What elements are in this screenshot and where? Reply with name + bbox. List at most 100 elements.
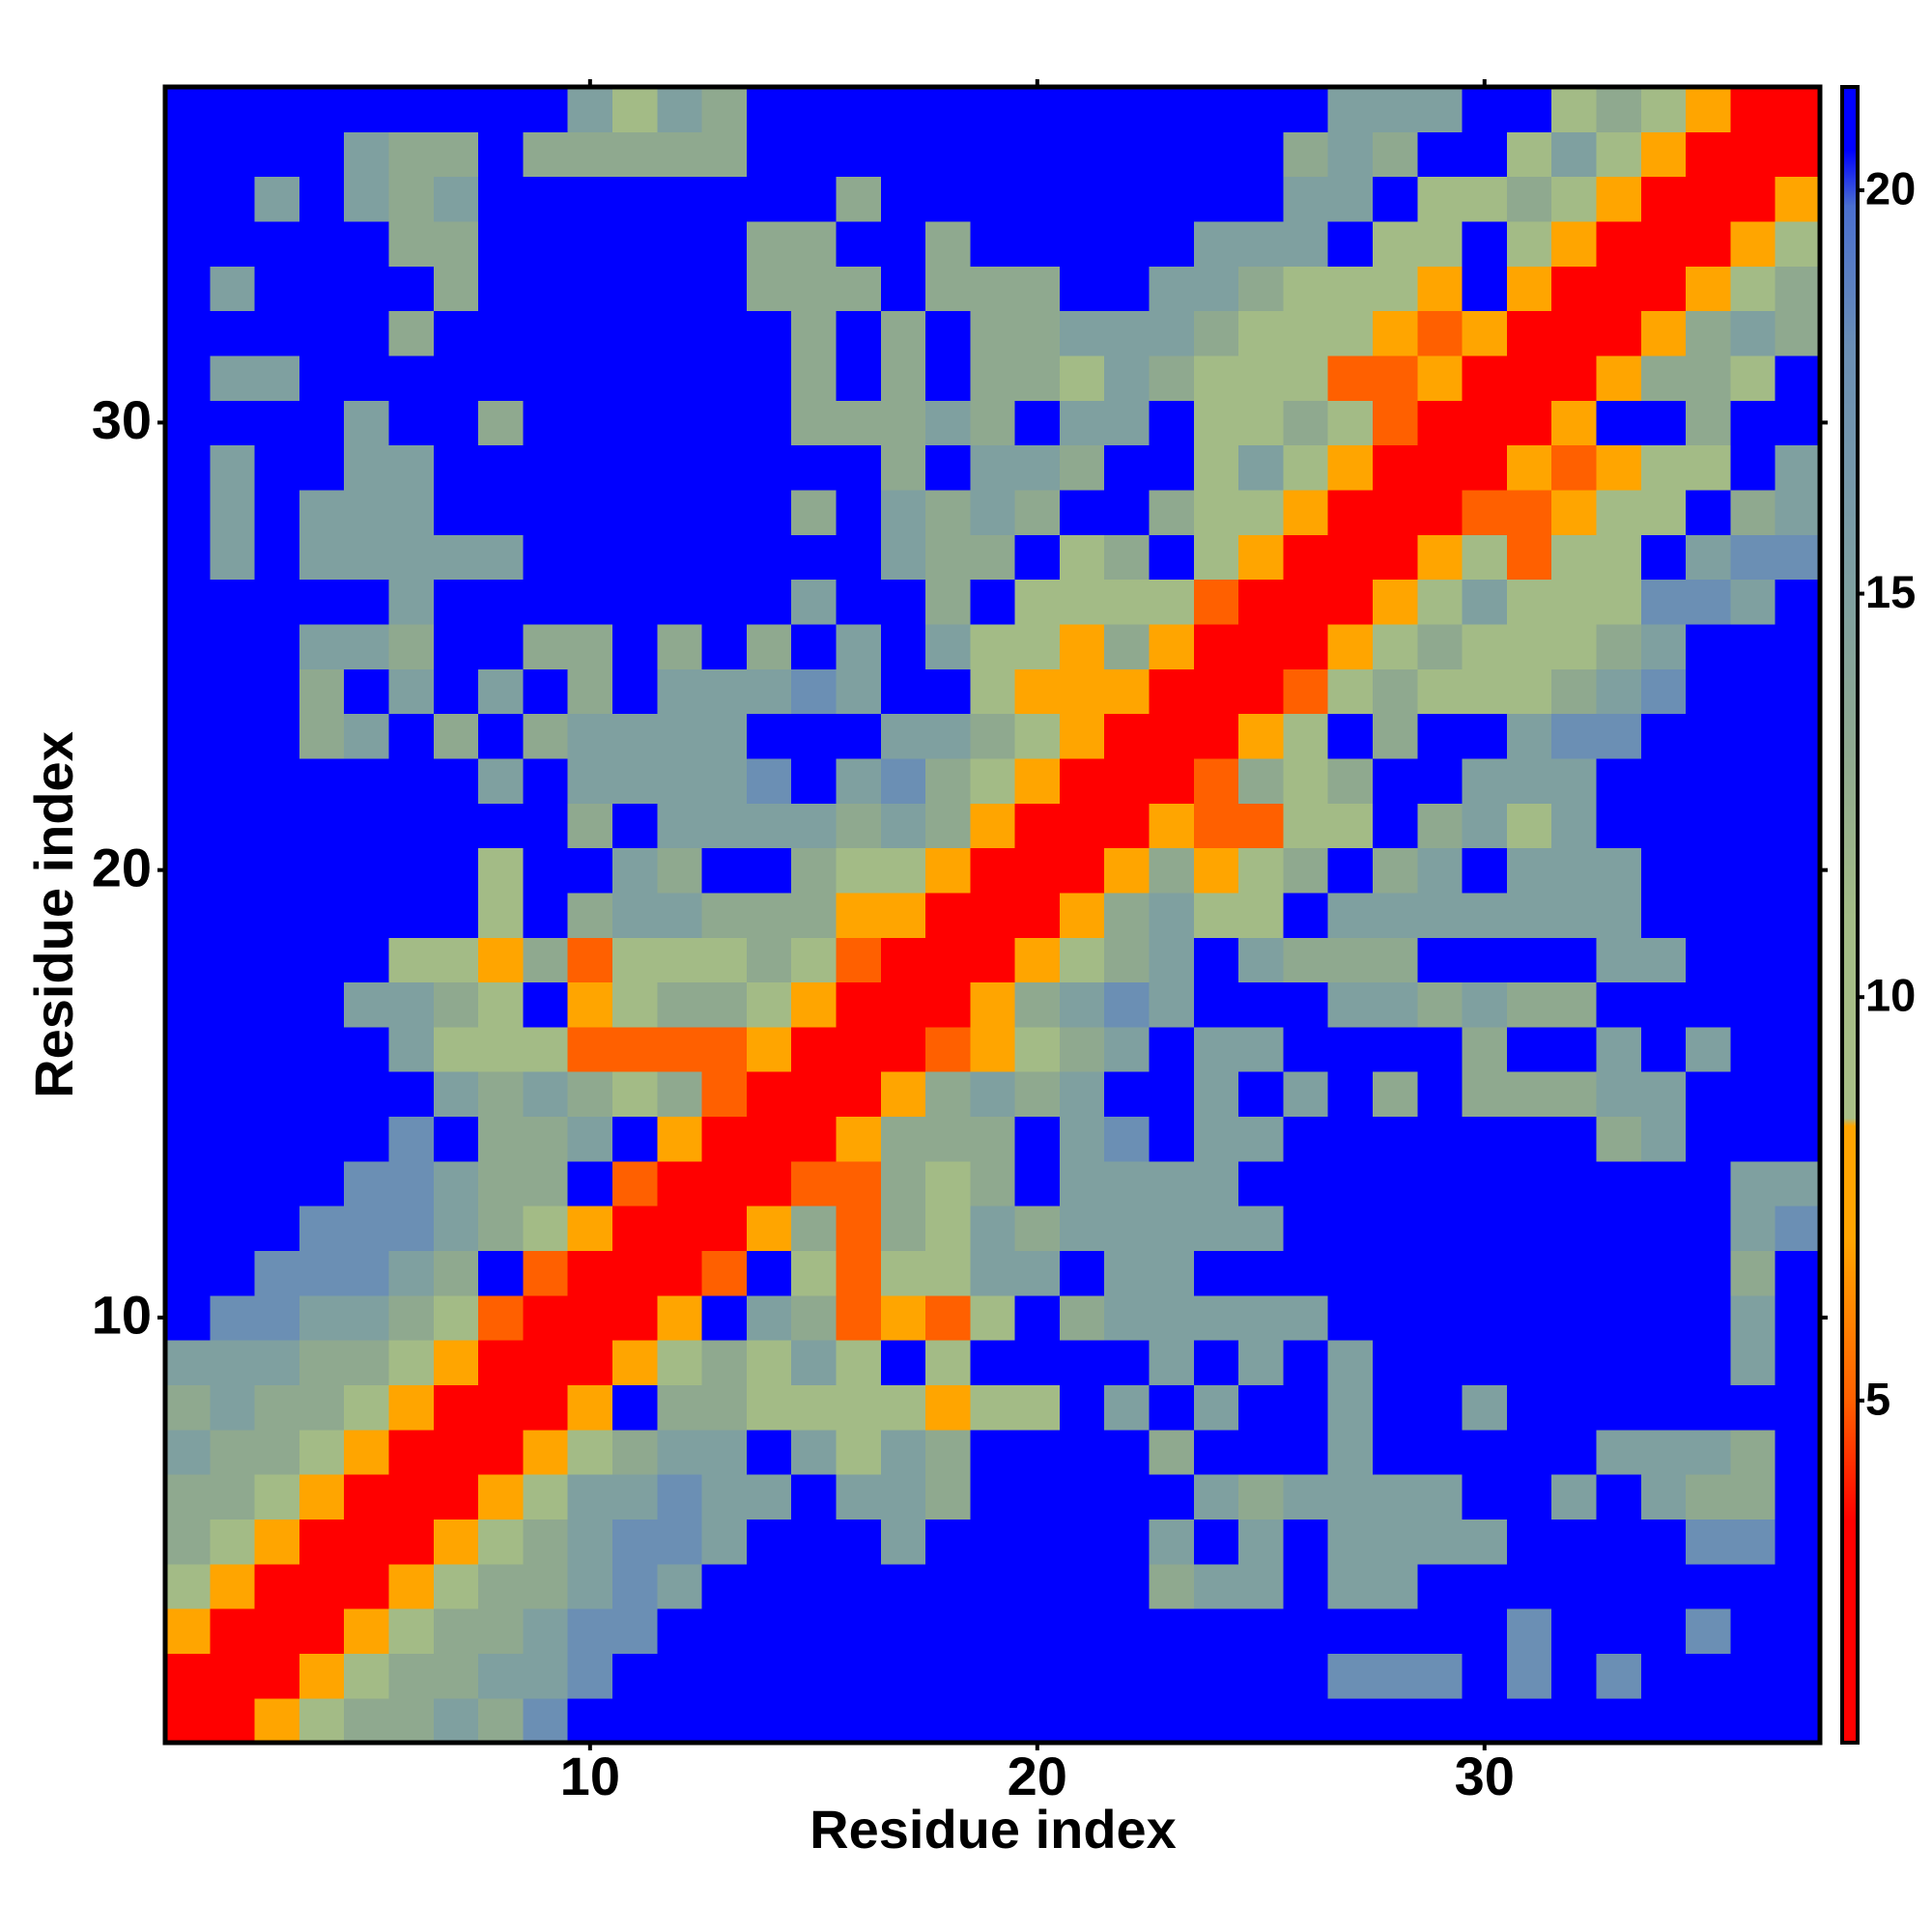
heatmap-cell	[1104, 534, 1151, 581]
heatmap-cell	[1596, 937, 1642, 983]
heatmap-cell	[657, 400, 703, 446]
heatmap-cell	[1730, 1384, 1776, 1431]
heatmap-cell	[1059, 1474, 1105, 1520]
heatmap-cell	[1775, 87, 1821, 132]
heatmap-cell	[1417, 176, 1463, 222]
heatmap-cell	[925, 444, 971, 491]
heatmap-cell	[611, 757, 658, 804]
heatmap-cell	[1462, 668, 1508, 715]
heatmap-cell	[1417, 1250, 1463, 1296]
heatmap-cell	[1193, 1026, 1239, 1072]
heatmap-cell	[254, 489, 300, 535]
heatmap-cell	[970, 220, 1016, 267]
heatmap-cell	[611, 131, 658, 178]
heatmap-cell	[1283, 131, 1329, 178]
heatmap-cell	[657, 803, 703, 849]
heatmap-cell	[523, 1519, 569, 1565]
heatmap-cell	[1283, 1206, 1329, 1252]
heatmap-cell	[1417, 1160, 1463, 1207]
heatmap-cell	[1730, 1474, 1776, 1520]
heatmap-cell	[1014, 1206, 1061, 1252]
heatmap-cell	[1640, 1116, 1687, 1162]
heatmap-cell	[1193, 1294, 1239, 1341]
heatmap-cell	[1506, 444, 1552, 491]
heatmap-cell	[388, 1474, 435, 1520]
heatmap-cell	[925, 713, 971, 759]
heatmap-cell	[1775, 668, 1821, 715]
heatmap-cell	[1506, 489, 1552, 535]
heatmap-cell	[1775, 176, 1821, 222]
heatmap-cell	[970, 355, 1016, 401]
heatmap-cell	[836, 131, 882, 178]
heatmap-cell	[1238, 87, 1285, 132]
heatmap-cell	[1640, 579, 1687, 625]
heatmap-cell	[1149, 1026, 1195, 1072]
heatmap-cell	[1059, 489, 1105, 535]
heatmap-cell	[1551, 1697, 1598, 1744]
heatmap-cell	[1551, 489, 1598, 535]
heatmap-cell	[210, 579, 256, 625]
heatmap-cell	[1640, 1563, 1687, 1609]
heatmap-cell	[254, 847, 300, 894]
heatmap-cell	[210, 892, 256, 938]
heatmap-cell	[1327, 444, 1374, 491]
heatmap-cell	[1104, 266, 1151, 312]
heatmap-cell	[298, 623, 345, 669]
heatmap-cell	[567, 1563, 613, 1609]
heatmap-cell	[701, 1250, 748, 1296]
heatmap-cell	[523, 220, 569, 267]
heatmap-cell	[1462, 981, 1508, 1028]
heatmap-cell	[701, 1429, 748, 1475]
heatmap-cell	[1373, 400, 1418, 446]
heatmap-cell	[210, 87, 256, 132]
heatmap-cell	[836, 1206, 882, 1252]
heatmap-cell	[1149, 1340, 1195, 1386]
heatmap-cell	[1730, 1026, 1776, 1072]
heatmap-cell	[1686, 623, 1732, 669]
heatmap-cell	[523, 444, 569, 491]
heatmap-cell	[1238, 176, 1285, 222]
heatmap-cell	[433, 1697, 479, 1744]
heatmap-cell	[1551, 981, 1598, 1028]
heatmap-cell	[970, 1206, 1016, 1252]
heatmap-cell	[836, 937, 882, 983]
heatmap-cell	[1059, 803, 1105, 849]
heatmap-cell	[165, 1653, 211, 1699]
heatmap-cell	[836, 1697, 882, 1744]
heatmap-cell	[1283, 1116, 1329, 1162]
heatmap-cell	[210, 355, 256, 401]
heatmap-cell	[1686, 579, 1732, 625]
heatmap-cell	[433, 981, 479, 1028]
heatmap-cell	[1327, 1474, 1374, 1520]
heatmap-cell	[611, 1519, 658, 1565]
heatmap-cell	[1730, 981, 1776, 1028]
heatmap-cell	[388, 355, 435, 401]
heatmap-cell	[1730, 176, 1776, 222]
heatmap-cell	[1551, 220, 1598, 267]
heatmap-cell	[344, 1071, 390, 1118]
heatmap-cell	[388, 847, 435, 894]
heatmap-cell	[1193, 981, 1239, 1028]
heatmap-cell	[701, 579, 748, 625]
heatmap-cell	[298, 534, 345, 581]
heatmap-cell	[791, 220, 838, 267]
heatmap-cell	[701, 1206, 748, 1252]
heatmap-cell	[344, 176, 390, 222]
heatmap-cell	[1193, 1071, 1239, 1118]
heatmap-cell	[1686, 534, 1732, 581]
heatmap-cell	[1551, 1519, 1598, 1565]
heatmap-cell	[567, 1429, 613, 1475]
heatmap-cell	[611, 1026, 658, 1072]
heatmap-cell	[1373, 310, 1418, 356]
heatmap-cell	[836, 892, 882, 938]
heatmap-cell	[1238, 400, 1285, 446]
heatmap-cell	[1193, 1160, 1239, 1207]
heatmap-cell	[746, 355, 792, 401]
heatmap-cell	[1283, 220, 1329, 267]
heatmap-cell	[567, 266, 613, 312]
heatmap-cell	[523, 355, 569, 401]
heatmap-cell	[478, 489, 524, 535]
heatmap-cell	[478, 1429, 524, 1475]
heatmap-cell	[1283, 803, 1329, 849]
heatmap-cell	[523, 981, 569, 1028]
